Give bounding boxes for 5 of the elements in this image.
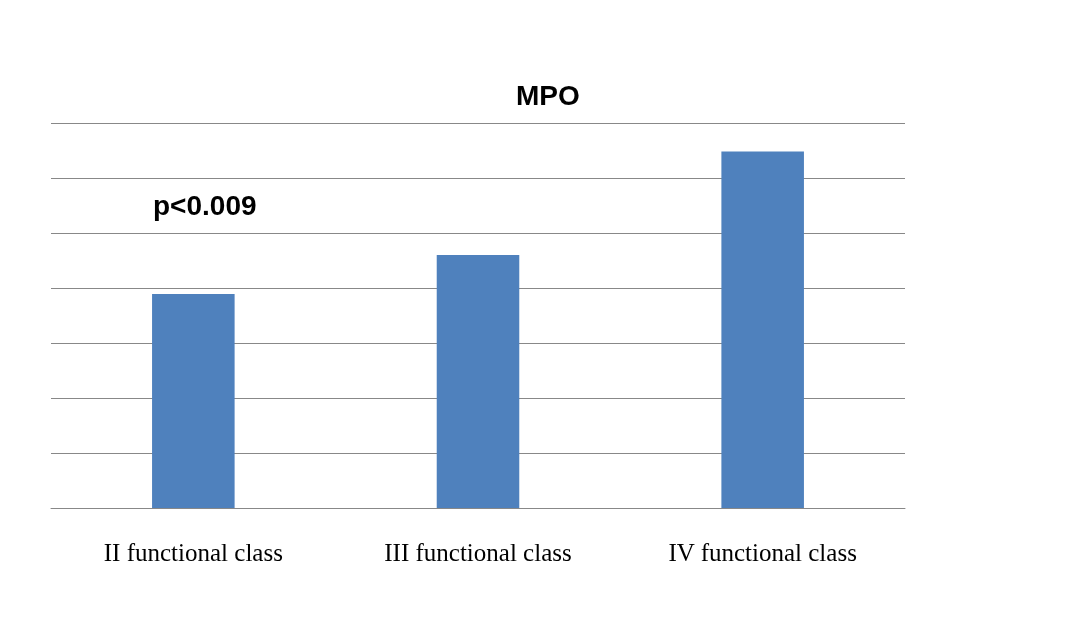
x-tick-label: IV functional class — [668, 539, 857, 566]
x-tick-label: II functional class — [103, 539, 283, 566]
chart-title: MPO — [516, 79, 580, 111]
annotation: p<0.009 — [153, 189, 257, 221]
x-tick-label: III functional class — [384, 539, 572, 566]
